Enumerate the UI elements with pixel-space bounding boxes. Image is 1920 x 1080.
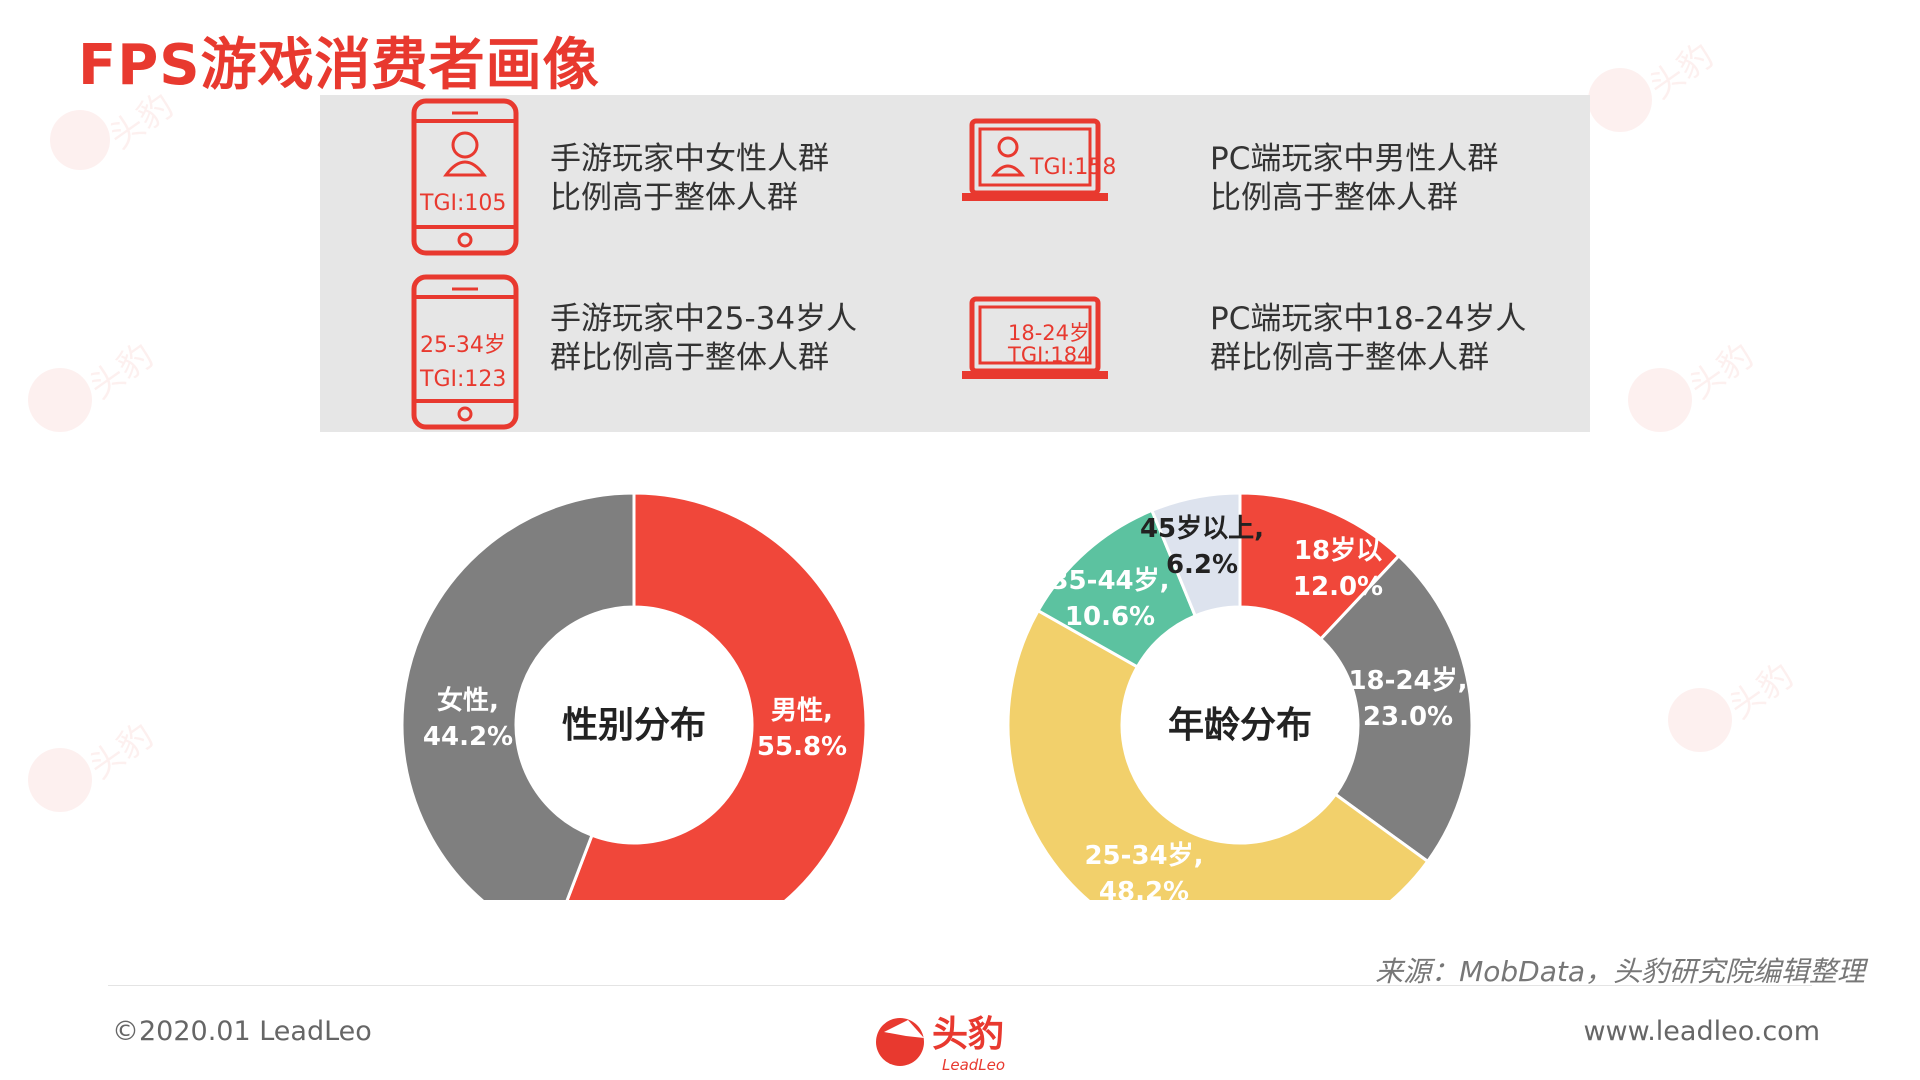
age-label: 25-34岁 bbox=[420, 333, 506, 358]
svg-text:头豹: 头豹 bbox=[1682, 336, 1761, 408]
laptop-icon bbox=[962, 296, 1108, 379]
phone-icon bbox=[411, 98, 519, 256]
slice-value: 23.0% bbox=[1363, 702, 1453, 732]
tgi-label: TGI:105 bbox=[420, 191, 507, 216]
insight-text: 手游玩家中25-34岁人 群比例高于整体人群 bbox=[550, 301, 858, 376]
svg-text:头豹: 头豹 bbox=[1642, 36, 1721, 108]
insight-text: PC端玩家中男性人群 比例高于整体人群 bbox=[1210, 141, 1499, 216]
copyright: ©2020.01 LeadLeo bbox=[112, 1016, 372, 1047]
phone-icon bbox=[411, 274, 519, 430]
slice-label: 18-24岁, bbox=[1348, 665, 1467, 696]
laptop-icon bbox=[962, 118, 1108, 201]
slice-label: 18岁以 bbox=[1294, 535, 1382, 566]
donut-slice bbox=[400, 491, 636, 900]
slice-value: 12.0% bbox=[1293, 572, 1383, 602]
donut-charts: 性别分布 男性, 55.8% 女性, 44.2% 年龄分布 18岁以 12.0% 18-24岁,… bbox=[400, 491, 1474, 900]
donut-slice bbox=[1006, 608, 1430, 900]
leadleo-logo: 头豹 LeadLeo bbox=[868, 1002, 1058, 1080]
slice-label: 45岁以上, bbox=[1140, 513, 1264, 544]
website-link[interactable]: www.leadleo.com bbox=[1583, 1016, 1820, 1047]
slice-label: 女性, bbox=[437, 685, 499, 716]
watermark: 头豹 bbox=[1660, 640, 1860, 784]
slice-value: 6.2% bbox=[1166, 550, 1238, 580]
svg-text:LeadLeo: LeadLeo bbox=[942, 1056, 1005, 1074]
slice-value: 55.8% bbox=[757, 732, 847, 762]
watermark: 头豹 bbox=[40, 80, 200, 204]
slice-value: 48.2% bbox=[1099, 877, 1189, 900]
slice-label: 35-44岁, bbox=[1050, 565, 1169, 596]
insight-text: PC端玩家中18-24岁人 群比例高于整体人群 bbox=[1210, 301, 1527, 376]
age-label: 18-24岁 bbox=[1008, 321, 1091, 345]
insight-text: 手游玩家中女性人群 比例高于整体人群 bbox=[550, 141, 829, 216]
svg-text:头豹: 头豹 bbox=[82, 336, 161, 408]
slice-label: 25-34岁, bbox=[1084, 840, 1203, 871]
watermark: 头豹 bbox=[1620, 320, 1820, 464]
chart-center-title: 年龄分布 bbox=[1168, 705, 1312, 746]
svg-text:头豹: 头豹 bbox=[932, 1014, 1004, 1055]
chart-center-title: 性别分布 bbox=[562, 705, 706, 746]
watermark: 头豹 bbox=[20, 320, 220, 464]
slice-value: 10.6% bbox=[1065, 602, 1155, 632]
donut-slice bbox=[565, 491, 868, 900]
footer-divider bbox=[108, 985, 1812, 986]
tgi-label: TGI:123 bbox=[420, 367, 507, 392]
page-title: FPS游戏消费者画像 bbox=[78, 33, 600, 98]
tgi-label: TGI:184 bbox=[1008, 343, 1091, 367]
tgi-label: TGI:158 bbox=[1030, 155, 1117, 180]
source-note: 来源：MobData，头豹研究院编辑整理 bbox=[1375, 955, 1865, 988]
insight-panel: TGI:105 手游玩家中女性人群 比例高于整体人群 TGI:158 PC端玩家… bbox=[320, 95, 1590, 432]
watermark: 头豹 bbox=[20, 700, 220, 844]
slice-value: 44.2% bbox=[423, 722, 513, 752]
watermark: 头豹 bbox=[1580, 20, 1780, 164]
donut-slice bbox=[1149, 491, 1242, 618]
donut-slice bbox=[1318, 553, 1474, 864]
slice-label: 男性, bbox=[771, 696, 833, 726]
